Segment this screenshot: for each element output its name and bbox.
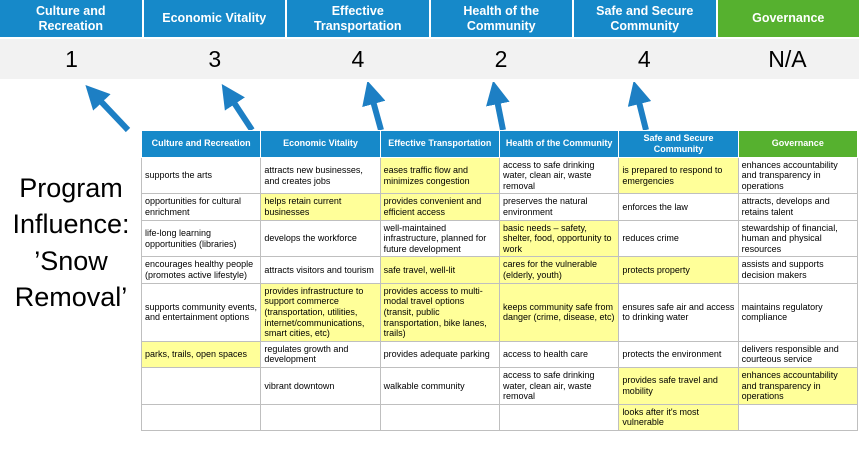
matrix-header-6: Governance <box>737 130 859 158</box>
matrix-cell-r8-c3 <box>379 403 500 432</box>
matrix-row-4: encourages healthy people (promotes acti… <box>140 256 859 284</box>
matrix-cell-r2-c4: preserves the natural environment <box>498 193 620 221</box>
up-arrow-icon-3 <box>362 82 386 131</box>
matrix-cell-r2-c1: opportunities for cultural enrichment <box>140 193 262 221</box>
matrix-cell-r1-c4: access to safe drinking water, clean air… <box>498 156 620 195</box>
matrix-cell-r8-c1 <box>140 403 262 432</box>
matrix-cell-r3-c5: reduces crime <box>618 219 739 258</box>
matrix-cell-r2-c6: attracts, develops and retains talent <box>737 193 859 221</box>
matrix-cell-r4-c3: safe travel, well-lit <box>379 256 500 284</box>
matrix-cell-r2-c5: enforces the law <box>618 193 739 221</box>
matrix-cell-r8-c2 <box>260 403 381 432</box>
matrix-header-4: Health of the Community <box>498 130 620 158</box>
matrix-cell-r6-c2: regulates growth and development <box>260 340 381 368</box>
matrix-cell-r2-c2: helps retain current businesses <box>260 193 381 221</box>
matrix-cell-r5-c2: provides infrastructure to support comme… <box>260 282 381 342</box>
up-arrow-icon-1 <box>85 85 131 133</box>
matrix-row-5: supports community events, and entertain… <box>140 282 859 342</box>
category-banner-cell-4: Health of the Community <box>430 0 572 37</box>
program-influence-label: Program Influence: ’Snow Removal’ <box>12 173 130 313</box>
matrix-cell-r5-c6: maintains regulatory compliance <box>737 282 859 342</box>
influence-arrows <box>85 82 652 133</box>
matrix-cell-r6-c6: delivers responsible and courteous servi… <box>737 340 859 368</box>
matrix-cell-r3-c1: life-long learning opportunities (librar… <box>140 219 262 258</box>
matrix-cell-r8-c4 <box>498 403 620 432</box>
matrix-cell-r1-c3: eases traffic flow and minimizes congest… <box>379 156 500 195</box>
matrix-cell-r4-c6: assists and supports decision makers <box>737 256 859 284</box>
category-banner: Culture and Recreation Economic Vitality E… <box>0 0 859 37</box>
matrix-cell-r7-c3: walkable community <box>379 366 500 405</box>
score-value-1: 1 <box>65 45 78 72</box>
matrix-cell-r3-c3: well-maintained infrastructure, planned … <box>379 219 500 258</box>
influence-matrix: Culture and Recreation Economic Vitality E… <box>140 130 859 432</box>
matrix-cell-r8-c5: looks after it's most vulnerable <box>618 403 739 432</box>
category-banner-cell-3: Effective Transportation <box>287 0 429 37</box>
matrix-cell-r7-c2: vibrant downtown <box>260 366 381 405</box>
category-banner-cell-6: Governance <box>717 0 859 37</box>
matrix-cell-r6-c5: protects the environment <box>618 340 739 368</box>
matrix-header-5: Safe and Secure Community <box>618 130 739 158</box>
matrix-cell-r5-c3: provides access to multi-modal travel op… <box>379 282 500 342</box>
matrix-header-1: Culture and Recreation <box>140 130 262 158</box>
matrix-cell-r1-c2: attracts new businesses, and creates job… <box>260 156 381 195</box>
matrix-cell-r3-c2: develops the workforce <box>260 219 381 258</box>
score-value-4: 2 <box>494 45 508 72</box>
category-banner-cell-5: Safe and Secure Community <box>574 0 716 37</box>
score-value-6: N/A <box>768 45 807 72</box>
score-row: 1 3 4 2 4 N/A <box>0 39 859 79</box>
matrix-row-1: supports the arts attracts new businesses… <box>140 156 859 195</box>
matrix-row-6: parks, trails, open spaces regulates grow… <box>140 340 859 368</box>
matrix-cell-r6-c3: provides adequate parking <box>379 340 500 368</box>
matrix-cell-r1-c1: supports the arts <box>140 156 262 195</box>
matrix-cell-r4-c4: cares for the vulnerable (elderly, youth… <box>498 256 620 284</box>
score-value-2: 3 <box>208 45 222 72</box>
matrix-cell-r7-c1 <box>140 366 262 405</box>
matrix-cell-r2-c3: provides convenient and efficient access <box>379 193 500 221</box>
matrix-cell-r7-c5: provides safe travel and mobility <box>618 366 739 405</box>
matrix-header-3: Effective Transportation <box>379 130 500 158</box>
up-arrow-icon-2 <box>221 83 255 132</box>
category-banner-cell-1: Culture and Recreation <box>0 0 142 37</box>
matrix-cell-r4-c1: encourages healthy people (promotes acti… <box>140 256 262 284</box>
matrix-cell-r7-c6: enhances accountability and transparency… <box>737 366 859 405</box>
matrix-cell-r5-c4: keeps community safe from danger (crime,… <box>498 282 620 342</box>
matrix-cell-r8-c6 <box>737 403 859 432</box>
score-value-5: 4 <box>637 45 651 72</box>
matrix-cell-r4-c2: attracts visitors and tourism <box>260 256 381 284</box>
matrix-header-2: Economic Vitality <box>260 130 381 158</box>
category-banner-cell-2: Economic Vitality <box>143 0 285 37</box>
up-arrow-icon-4 <box>486 82 510 131</box>
up-arrow-icon-5 <box>627 82 652 131</box>
matrix-cell-r3-c4: basic needs – safety, shelter, food, opp… <box>498 219 620 258</box>
score-value-3: 4 <box>351 45 365 72</box>
matrix-cell-r3-c6: stewardship of financial, human and phys… <box>737 219 859 258</box>
matrix-row-8: looks after it's most vulnerable <box>140 403 859 432</box>
matrix-row-3: life-long learning opportunities (librar… <box>140 219 859 258</box>
matrix-cell-r5-c5: ensures safe air and access to drinking … <box>618 282 739 342</box>
matrix-row-7: vibrant downtown walkable community access… <box>140 366 859 405</box>
matrix-cell-r6-c1: parks, trails, open spaces <box>140 340 262 368</box>
matrix-cell-r6-c4: access to health care <box>498 340 620 368</box>
matrix-cell-r7-c4: access to safe drinking water, clean air… <box>498 366 620 405</box>
matrix-cell-r1-c5: is prepared to respond to emergencies <box>618 156 739 195</box>
matrix-cell-r1-c6: enhances accountability and transparency… <box>737 156 859 195</box>
matrix-header-row: Culture and Recreation Economic Vitality E… <box>140 130 859 158</box>
matrix-cell-r5-c1: supports community events, and entertain… <box>140 282 262 342</box>
matrix-cell-r4-c5: protects property <box>618 256 739 284</box>
matrix-row-2: opportunities for cultural enrichment hel… <box>140 193 859 221</box>
